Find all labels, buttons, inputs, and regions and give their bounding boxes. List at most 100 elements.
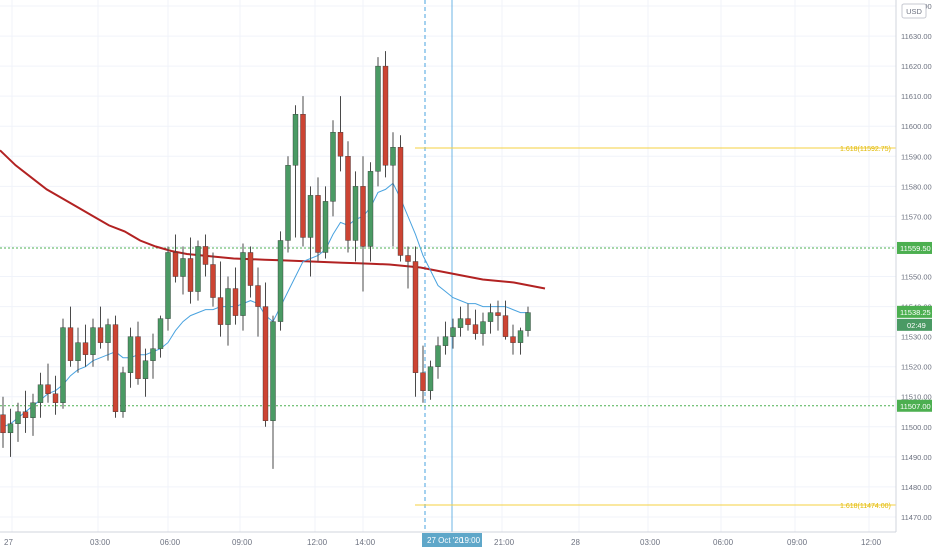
crosshair-time-label: 19:00 [460, 536, 481, 545]
time-tick-label: 09:00 [232, 538, 253, 547]
price-axis-bg [896, 0, 932, 532]
candle-body [495, 312, 501, 316]
candle-body [352, 186, 359, 241]
price-tick-label: 11610.00 [901, 92, 932, 101]
candle-body [450, 327, 456, 337]
candle-body [142, 360, 149, 379]
candle-body [442, 336, 449, 346]
time-tick-labels: 27 03:00 06:00 09:00 12:00 14:00 21:00 28 03:00 0… [4, 538, 882, 547]
time-tick-label: 09:00 [787, 538, 808, 547]
grid [0, 0, 896, 532]
price-tick-label: 11530.00 [901, 333, 932, 342]
candle-body [247, 252, 254, 286]
candle-body [390, 147, 396, 166]
countdown-tag-bg [897, 318, 932, 331]
candle-body [300, 114, 306, 238]
time-tick-label: 06:00 [160, 538, 181, 547]
candle-body [472, 324, 479, 334]
candle-body [97, 327, 104, 343]
ma-slow-polyline [0, 149, 546, 290]
candle-body [382, 65, 389, 166]
price-tick-label: 11490.00 [901, 453, 932, 462]
candle-body [7, 423, 14, 434]
price-tick-label: 11580.00 [901, 182, 932, 191]
price-tag-label: 11507.00 [900, 402, 931, 411]
candle-body [157, 318, 164, 349]
candle-body [127, 336, 134, 373]
candle-body [37, 384, 44, 403]
candles [0, 51, 531, 469]
time-tick-label: 27 [4, 538, 13, 547]
price-tick-label: 11480.00 [901, 483, 932, 492]
candle-body [52, 393, 59, 403]
price-tick-label: 11510.00 [901, 393, 932, 402]
currency-label: USD [906, 7, 922, 16]
price-tick-label: 11570.00 [901, 212, 932, 221]
candle-body [337, 132, 344, 157]
price-tag-bg [897, 399, 932, 412]
fib-levels: 1.618(11592.75) 1.618(11474.00) [415, 146, 896, 510]
crosshair-date-label: 27 Oct '20 [427, 536, 464, 545]
candle-body [322, 201, 329, 253]
candle-body [292, 114, 299, 166]
fib-level-label: 1.618(11592.75) [840, 146, 891, 153]
candle-body [135, 336, 141, 379]
candle-body [465, 318, 471, 325]
candle-body [60, 327, 66, 403]
candle-body [330, 132, 336, 202]
price-tag-bg [897, 305, 932, 318]
time-tick-label: 03:00 [640, 538, 661, 547]
candle-body [187, 258, 194, 292]
currency-badge[interactable] [901, 3, 927, 19]
price-tag-label: 11538.25 [900, 308, 931, 317]
candle-body [210, 264, 216, 298]
candle-body [180, 258, 186, 277]
candle-body [195, 246, 201, 292]
fib-level-label: 1.618(11474.00) [840, 503, 891, 510]
crosshair [424, 0, 453, 532]
price-tick-label: 11590.00 [901, 152, 932, 161]
candle-body [67, 327, 74, 361]
candle-body [345, 156, 351, 241]
candle-body [240, 252, 246, 316]
horizontal-levels [0, 247, 896, 407]
price-tick-label: 11600.00 [901, 122, 932, 131]
candle-body [375, 65, 381, 172]
price-tick-label: 11520.00 [901, 363, 932, 372]
price-tick-label: 11620.00 [901, 62, 932, 71]
candle-body [120, 372, 126, 412]
candle-body [510, 336, 516, 343]
price-axis[interactable]: 11470.00 11480.00 11490.00 11500.00 11510.00… [895, 0, 932, 532]
candle-body [15, 411, 21, 424]
candle-body [150, 348, 156, 361]
candle-body [75, 342, 81, 361]
candle-body [405, 255, 411, 262]
candle-body [285, 165, 291, 241]
candle-body [22, 411, 29, 418]
candle-body [420, 372, 426, 391]
candle-body [502, 315, 509, 337]
candle-body [517, 330, 524, 343]
candle-body [172, 252, 179, 277]
candle-body [277, 240, 284, 322]
ma-slow-line [0, 149, 546, 290]
candle-body [105, 324, 111, 343]
candle-body [360, 186, 366, 247]
candle-body [82, 342, 89, 355]
time-tick-label: 06:00 [713, 538, 734, 547]
candle-body [232, 288, 239, 316]
candle-body [217, 297, 224, 325]
candle-body [112, 324, 119, 412]
price-tick-label: 11630.00 [901, 32, 932, 41]
candle-body [315, 195, 321, 253]
candle-body [165, 252, 171, 319]
price-tick-label: 11470.00 [901, 513, 932, 522]
candle-body [480, 321, 486, 334]
candle-body [202, 246, 209, 265]
countdown-tag-label: 02:49 [907, 321, 926, 330]
candle-body [412, 261, 419, 373]
price-tick-label: 11500.00 [901, 423, 932, 432]
time-axis[interactable]: 27 03:00 06:00 09:00 12:00 14:00 21:00 28 03:00 0… [0, 531, 932, 550]
